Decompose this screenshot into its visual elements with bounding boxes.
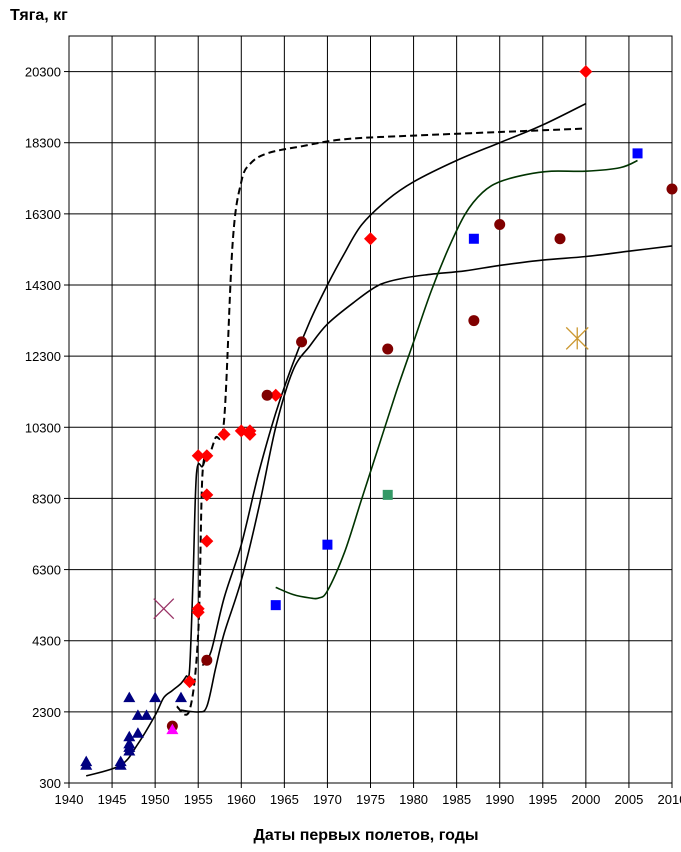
- trend-line-4: [201, 102, 587, 667]
- x-tick-label: 1975: [356, 792, 385, 807]
- x-tick-label: 1960: [227, 792, 256, 807]
- y-tick-label: 10300: [25, 420, 61, 435]
- x-tick-label: 1950: [141, 792, 170, 807]
- triangle-marker: [131, 727, 144, 738]
- x-tick-label: 1945: [98, 792, 127, 807]
- triangle-marker: [149, 691, 162, 703]
- triangle-marker: [140, 709, 153, 720]
- y-tick-label: 12300: [25, 349, 61, 364]
- square-marker: [270, 600, 281, 611]
- data-markers: [80, 65, 678, 770]
- diamond-marker: [243, 424, 257, 438]
- triangle-marker: [131, 709, 144, 720]
- diamond-marker: [579, 65, 593, 79]
- square-marker: [322, 539, 333, 550]
- circle-marker: [494, 219, 506, 231]
- circle-marker: [468, 315, 480, 327]
- circle-marker: [201, 654, 213, 666]
- x-tick-label: 1955: [184, 792, 213, 807]
- star-marker: [565, 326, 589, 350]
- trend-line-2: [85, 455, 208, 777]
- x-tick-label: 1985: [442, 792, 471, 807]
- y-tick-label: 8300: [32, 491, 61, 506]
- triangle-marker: [114, 755, 127, 767]
- y-axis-label: Тяга, кг: [10, 7, 68, 24]
- diamond-marker: [191, 602, 205, 616]
- triangle-marker: [166, 723, 179, 735]
- y-tick-label: 4300: [32, 634, 61, 649]
- x-tick-label: 1980: [399, 792, 428, 807]
- circle-marker: [666, 183, 678, 195]
- y-tick-labels: 300 2300 4300 6300 8300 10300 12300 14300 16300 1…: [25, 65, 61, 791]
- x-tick-label: 2000: [571, 792, 600, 807]
- grid-lines: [64, 36, 673, 788]
- circle-marker: [261, 389, 273, 401]
- diamond-marker: [191, 449, 205, 463]
- x-tick-label: 1965: [270, 792, 299, 807]
- x-marker: [153, 598, 175, 620]
- x-tick-label: 1990: [485, 792, 514, 807]
- y-tick-label: 18300: [25, 136, 61, 151]
- square-marker: [632, 148, 643, 159]
- x-tick-label: 1940: [55, 792, 84, 807]
- x-tick-label: 2005: [614, 792, 643, 807]
- square-marker: [382, 489, 393, 500]
- diamond-marker: [200, 449, 214, 463]
- triangle-marker: [123, 737, 136, 749]
- diamond-marker: [364, 232, 377, 246]
- triangle-marker: [123, 691, 136, 703]
- trend-line-3: [180, 245, 673, 713]
- y-tick-label: 2300: [32, 705, 61, 720]
- triangle-marker: [174, 691, 187, 703]
- trend-line-1: [176, 127, 586, 716]
- diamond-marker: [183, 675, 197, 689]
- x-tick-labels: 1940 1945 1950 1955 1960 1965 1970 1975 1980 1985…: [55, 792, 681, 807]
- x-tick-label: 2010: [658, 792, 681, 807]
- y-tick-label: 300: [39, 776, 61, 791]
- circle-marker: [554, 233, 566, 245]
- diamond-marker: [200, 534, 214, 548]
- circle-marker: [382, 343, 394, 355]
- diamond-marker: [217, 427, 231, 441]
- x-tick-label: 1995: [528, 792, 557, 807]
- x-axis-label: Даты первых полетов, годы: [253, 827, 478, 844]
- trend-lines: [85, 102, 673, 777]
- square-marker: [468, 233, 479, 244]
- x-tick-label: 1970: [313, 792, 342, 807]
- diamond-marker: [200, 488, 214, 502]
- triangle-marker: [123, 730, 136, 742]
- y-tick-label: 6300: [32, 563, 61, 578]
- plot-area: [68, 35, 673, 784]
- trend-line-5: [275, 159, 638, 600]
- y-tick-label: 16300: [25, 207, 61, 222]
- y-tick-label: 20300: [25, 65, 61, 80]
- triangle-marker: [80, 755, 93, 767]
- y-tick-label: 14300: [25, 278, 61, 293]
- diamond-marker: [269, 388, 283, 402]
- circle-marker: [296, 336, 308, 348]
